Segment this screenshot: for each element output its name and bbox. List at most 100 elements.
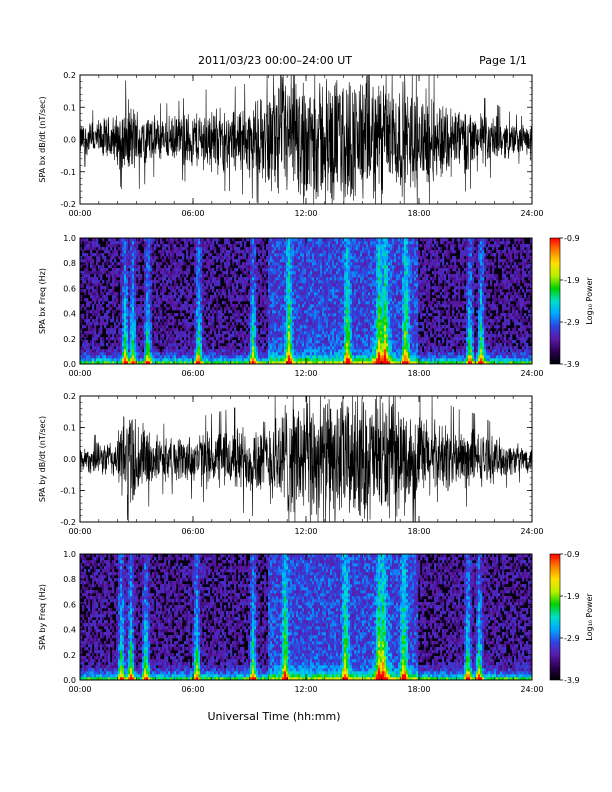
heatmap-cell — [250, 337, 253, 341]
heatmap-cell — [126, 277, 129, 281]
heatmap-cell — [308, 292, 311, 296]
heatmap-cell — [134, 307, 137, 311]
heatmap-cell — [302, 307, 305, 311]
heatmap-cell — [322, 331, 325, 335]
heatmap-cell — [112, 304, 115, 308]
heatmap-cell — [98, 253, 101, 257]
heatmap-cell — [234, 274, 237, 278]
heatmap-cell — [252, 355, 255, 359]
heatmap-cell — [172, 340, 175, 344]
heatmap-cell — [342, 271, 345, 275]
heatmap-cell — [234, 361, 237, 365]
heatmap-cell — [142, 358, 145, 362]
heatmap-cell — [302, 283, 305, 287]
heatmap-cell — [122, 355, 125, 359]
heatmap-cell — [334, 310, 337, 314]
heatmap-cell — [326, 358, 329, 362]
heatmap-cell — [140, 316, 143, 320]
heatmap-cell — [148, 244, 151, 248]
heatmap-cell — [224, 280, 227, 284]
heatmap-cell — [166, 358, 169, 362]
heatmap-cell — [118, 280, 121, 284]
heatmap-cell — [282, 250, 285, 254]
heatmap-cell — [244, 352, 247, 356]
heatmap-cell — [320, 271, 323, 275]
heatmap-cell — [320, 301, 323, 305]
heatmap-cell — [244, 358, 247, 362]
heatmap-cell — [272, 271, 275, 275]
heatmap-cell — [300, 265, 303, 269]
heatmap-cell — [164, 322, 167, 326]
heatmap-cell — [278, 247, 281, 251]
heatmap-cell — [144, 307, 147, 311]
heatmap-cell — [204, 343, 207, 347]
heatmap-cell — [344, 298, 347, 302]
heatmap-cell — [108, 259, 111, 263]
heatmap-cell — [144, 244, 147, 248]
heatmap-cell — [276, 301, 279, 305]
heatmap-cell — [274, 253, 277, 257]
heatmap-cell — [330, 247, 333, 251]
heatmap-cell — [292, 361, 295, 365]
heatmap-cell — [162, 274, 165, 278]
heatmap-cell — [272, 361, 275, 365]
heatmap-cell — [174, 283, 177, 287]
heatmap-cell — [210, 283, 213, 287]
heatmap-cell — [170, 304, 173, 308]
heatmap-cell — [194, 310, 197, 314]
heatmap-cell — [114, 358, 117, 362]
heatmap-cell — [340, 358, 343, 362]
heatmap-cell — [202, 304, 205, 308]
heatmap-cell — [92, 322, 95, 326]
heatmap-cell — [288, 289, 291, 293]
heatmap-cell — [342, 340, 345, 344]
heatmap-cell — [280, 328, 283, 332]
heatmap-cell — [338, 331, 341, 335]
heatmap-cell — [274, 271, 277, 275]
heatmap-cell — [234, 325, 237, 329]
heatmap-cell — [148, 328, 151, 332]
heatmap-cell — [164, 328, 167, 332]
heatmap-cell — [260, 262, 263, 266]
heatmap-cell — [310, 268, 313, 272]
heatmap-cell — [120, 268, 123, 272]
heatmap-cell — [242, 256, 245, 260]
heatmap-cell — [338, 361, 341, 365]
heatmap-cell — [184, 358, 187, 362]
heatmap-cell — [154, 286, 157, 290]
heatmap-cell — [352, 277, 355, 281]
heatmap-cell — [296, 247, 299, 251]
heatmap-cell — [298, 283, 301, 287]
heatmap-cell — [300, 319, 303, 323]
heatmap-cell — [238, 298, 241, 302]
heatmap-cell — [276, 295, 279, 299]
heatmap-cell — [350, 349, 353, 353]
heatmap-cell — [190, 295, 193, 299]
heatmap-cell — [342, 238, 345, 242]
heatmap-cell — [268, 304, 271, 308]
heatmap-cell — [278, 241, 281, 245]
heatmap-cell — [286, 298, 289, 302]
heatmap-cell — [328, 310, 331, 314]
heatmap-cell — [278, 310, 281, 314]
heatmap-cell — [306, 262, 309, 266]
heatmap-cell — [148, 349, 151, 353]
heatmap-cell — [154, 259, 157, 263]
heatmap-cell — [276, 250, 279, 254]
heatmap-cell — [168, 292, 171, 296]
heatmap-cell — [188, 328, 191, 332]
heatmap-cell — [202, 298, 205, 302]
heatmap-cell — [82, 349, 85, 353]
heatmap-cell — [338, 256, 341, 260]
heatmap-cell — [328, 265, 331, 269]
heatmap-cell — [306, 334, 309, 338]
heatmap-cell — [156, 361, 159, 365]
heatmap-cell — [156, 334, 159, 338]
heatmap-cell — [218, 316, 221, 320]
heatmap-cell — [242, 322, 245, 326]
heatmap-cell — [102, 355, 105, 359]
heatmap-cell — [308, 256, 311, 260]
heatmap-cell — [126, 313, 129, 317]
heatmap-cell — [328, 247, 331, 251]
heatmap-cell — [194, 238, 197, 242]
